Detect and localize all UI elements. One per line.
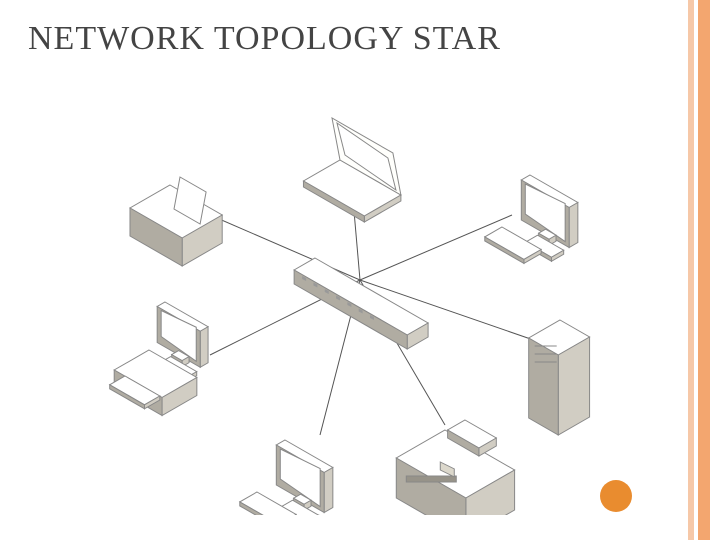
accent-band-outer <box>688 0 694 540</box>
bullet-dot <box>600 480 632 512</box>
accent-band-inner <box>698 0 710 540</box>
slide: NETWORK TOPOLOGY STAR <box>0 0 720 540</box>
printer-icon <box>130 177 222 266</box>
monitor1-icon <box>485 175 578 263</box>
monitor2-icon <box>240 440 333 515</box>
laptop-icon <box>303 118 400 222</box>
printer2-icon <box>396 420 514 515</box>
edge-printer <box>210 215 360 280</box>
pc1-icon <box>110 302 208 416</box>
hub-icon <box>294 258 428 349</box>
edge-monitor1 <box>360 215 512 280</box>
accent-band <box>688 0 710 540</box>
devices <box>110 118 590 515</box>
topology-svg <box>60 75 660 515</box>
topology-diagram <box>60 75 660 515</box>
server-icon <box>529 320 590 435</box>
page-title: NETWORK TOPOLOGY STAR <box>28 20 501 58</box>
